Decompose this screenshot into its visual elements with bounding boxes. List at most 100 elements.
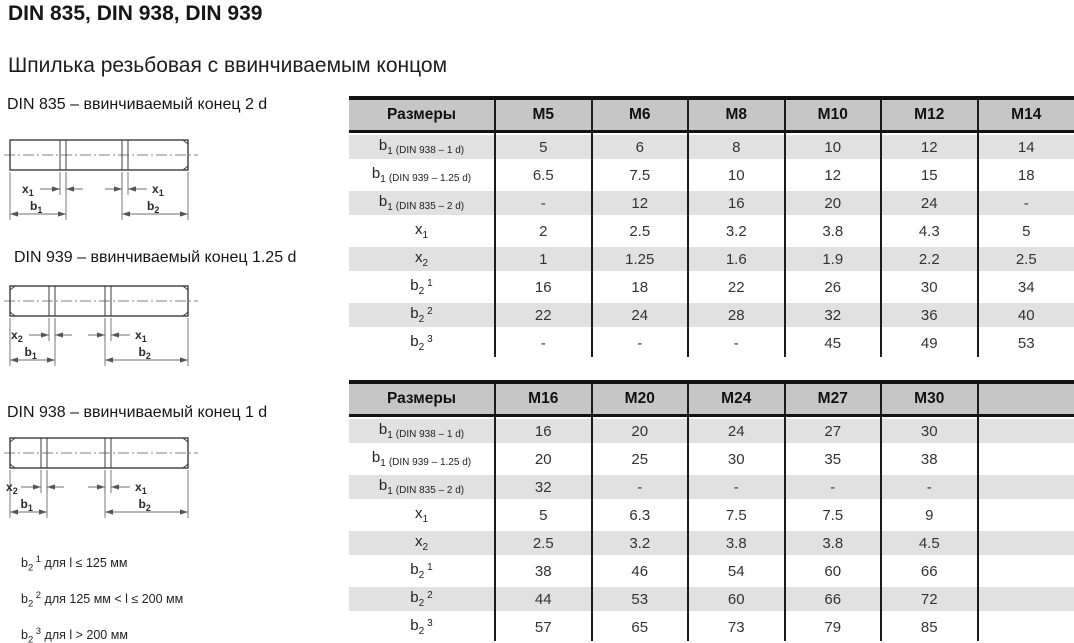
value-cell: 12 xyxy=(880,131,978,161)
size-table-m16-m30: Размеры M16 M20 M24 M27 M30 b1 (DIN 938 – 1 d)… xyxy=(349,380,1074,641)
value-cell: 30 xyxy=(880,273,978,301)
value-cell: 24 xyxy=(687,415,785,445)
footnote-symbol: b xyxy=(21,592,28,607)
table-row: b2 3- - -45 49 53 xyxy=(349,329,1074,357)
value-cell: 53 xyxy=(976,329,1074,357)
value-cell: 45 xyxy=(783,329,881,357)
value-cell: 22 xyxy=(687,273,785,301)
dimension-label: x1 xyxy=(152,182,164,198)
value-cell: 54 xyxy=(687,557,785,585)
value-cell: 25 xyxy=(590,445,688,473)
row-label: b1 (DIN 835 – 2 d) xyxy=(349,473,495,501)
value-cell: 60 xyxy=(783,557,881,585)
footnote-symbol: b xyxy=(21,628,28,643)
value-cell: 24 xyxy=(590,301,688,329)
table-row: b2 2 44 53 60 66 72 xyxy=(349,585,1074,613)
value-cell: - xyxy=(880,473,978,501)
table-row: b1 (DIN 835 – 2 d) 32- - - - xyxy=(349,473,1074,501)
value-cell: 16 xyxy=(494,415,592,445)
footnote-text: для l ≤ 125 мм xyxy=(44,556,128,571)
page-subtitle: Шпилька резьбовая с ввинчиваемым концом xyxy=(8,54,448,77)
value-cell: 18 xyxy=(590,273,688,301)
value-cell: 66 xyxy=(783,585,881,613)
value-cell: 20 xyxy=(590,415,688,445)
dimension-label: b1 xyxy=(25,345,37,361)
row-label: b2 3 xyxy=(410,333,433,353)
value-cell: 44 xyxy=(494,585,592,613)
value-cell: 20 xyxy=(783,189,881,217)
dimension-column-header: Размеры xyxy=(349,96,495,133)
table-row: x2 1 1.25 1.6 1.9 2.2 2.5 xyxy=(349,245,1074,273)
value-cell: 49 xyxy=(880,329,978,357)
size-column-header: M24 xyxy=(687,380,785,417)
value-cell: 18 xyxy=(976,161,1074,189)
value-cell: 79 xyxy=(783,613,881,641)
footnote-sup: 1 xyxy=(35,554,42,565)
value-cell: 5 xyxy=(494,131,592,161)
size-column-header: M16 xyxy=(494,380,592,417)
dimension-label: x2 xyxy=(6,480,18,496)
size-column-header: M20 xyxy=(590,380,688,417)
value-cell: 20 xyxy=(494,445,592,473)
value-cell xyxy=(976,557,1074,585)
value-cell: 73 xyxy=(687,613,785,641)
value-cell: 66 xyxy=(880,557,978,585)
value-cell: 1 xyxy=(494,245,592,273)
row-label: b2 1 xyxy=(410,561,433,581)
footnote-sub: 2 xyxy=(27,634,34,643)
value-cell: 14 xyxy=(976,131,1074,161)
size-column-header: M6 xyxy=(590,96,688,133)
value-cell: 16 xyxy=(494,273,592,301)
row-label: x2 xyxy=(349,245,495,273)
dimension-label: b1 xyxy=(21,497,33,513)
value-cell: 6.3 xyxy=(590,501,688,529)
value-cell: 9 xyxy=(880,501,978,529)
value-cell: 7.5 xyxy=(687,501,785,529)
table-row: b1 (DIN 939 – 1.25 d) 20 25 30 35 38 xyxy=(349,445,1074,473)
value-cell: - xyxy=(783,473,881,501)
value-cell: 5 xyxy=(976,217,1074,245)
value-cell: 1.6 xyxy=(687,245,785,273)
header-row: Размеры M5 M6 M8 M10 M12 M14 xyxy=(349,96,1074,133)
value-cell: - xyxy=(590,329,688,357)
value-cell: 85 xyxy=(880,613,978,641)
value-cell: - xyxy=(494,189,592,217)
dimension-column-header: Размеры xyxy=(349,380,495,417)
figure-caption-din835: DIN 835 – ввинчиваемый конец 2 d xyxy=(7,96,268,113)
row-label: b2 1 xyxy=(410,277,433,297)
value-cell: 38 xyxy=(880,445,978,473)
row-label: b1 (DIN 939 – 1.25 d) xyxy=(371,165,472,185)
size-column-header: M8 xyxy=(687,96,785,133)
table-row: b2 1 16 18 22 26 30 34 xyxy=(349,273,1074,301)
value-cell: 32 xyxy=(494,473,592,501)
size-column-header xyxy=(976,380,1074,417)
table-row: b2 1 38 46 54 60 66 xyxy=(349,557,1074,585)
dimension-label: x1 xyxy=(135,328,147,344)
header-row: Размеры M16 M20 M24 M27 M30 xyxy=(349,380,1074,417)
value-cell: 38 xyxy=(494,557,592,585)
value-cell: 28 xyxy=(687,301,785,329)
row-label: b1 (DIN 939 – 1.25 d) xyxy=(371,449,472,469)
value-cell: 6.5 xyxy=(494,161,592,189)
value-cell: 34 xyxy=(976,273,1074,301)
value-cell: 40 xyxy=(976,301,1074,329)
size-column-header: M14 xyxy=(976,96,1074,133)
table-row: b1 (DIN 938 – 1 d) 5 6 8 10 12 14 xyxy=(349,131,1074,161)
value-cell: 30 xyxy=(880,415,978,445)
value-cell: 65 xyxy=(590,613,688,641)
value-cell: 27 xyxy=(783,415,881,445)
value-cell xyxy=(976,613,1074,641)
row-label: x2 xyxy=(349,529,495,557)
size-column-header: M5 xyxy=(494,96,592,133)
row-label: b2 2 xyxy=(349,585,495,613)
row-label: b1 (DIN 938 – 1 d) xyxy=(349,131,495,161)
footnote-text: для l > 200 мм xyxy=(44,628,128,643)
value-cell: 4.3 xyxy=(880,217,978,245)
footnote-text: для 125 мм < l ≤ 200 мм xyxy=(44,592,184,607)
value-cell: 16 xyxy=(687,189,785,217)
value-cell xyxy=(976,445,1074,473)
table-row: b2 2 22 24 28 32 36 40 xyxy=(349,301,1074,329)
page-title: DIN 835, DIN 938, DIN 939 xyxy=(8,2,263,25)
value-cell: 6 xyxy=(590,131,688,161)
